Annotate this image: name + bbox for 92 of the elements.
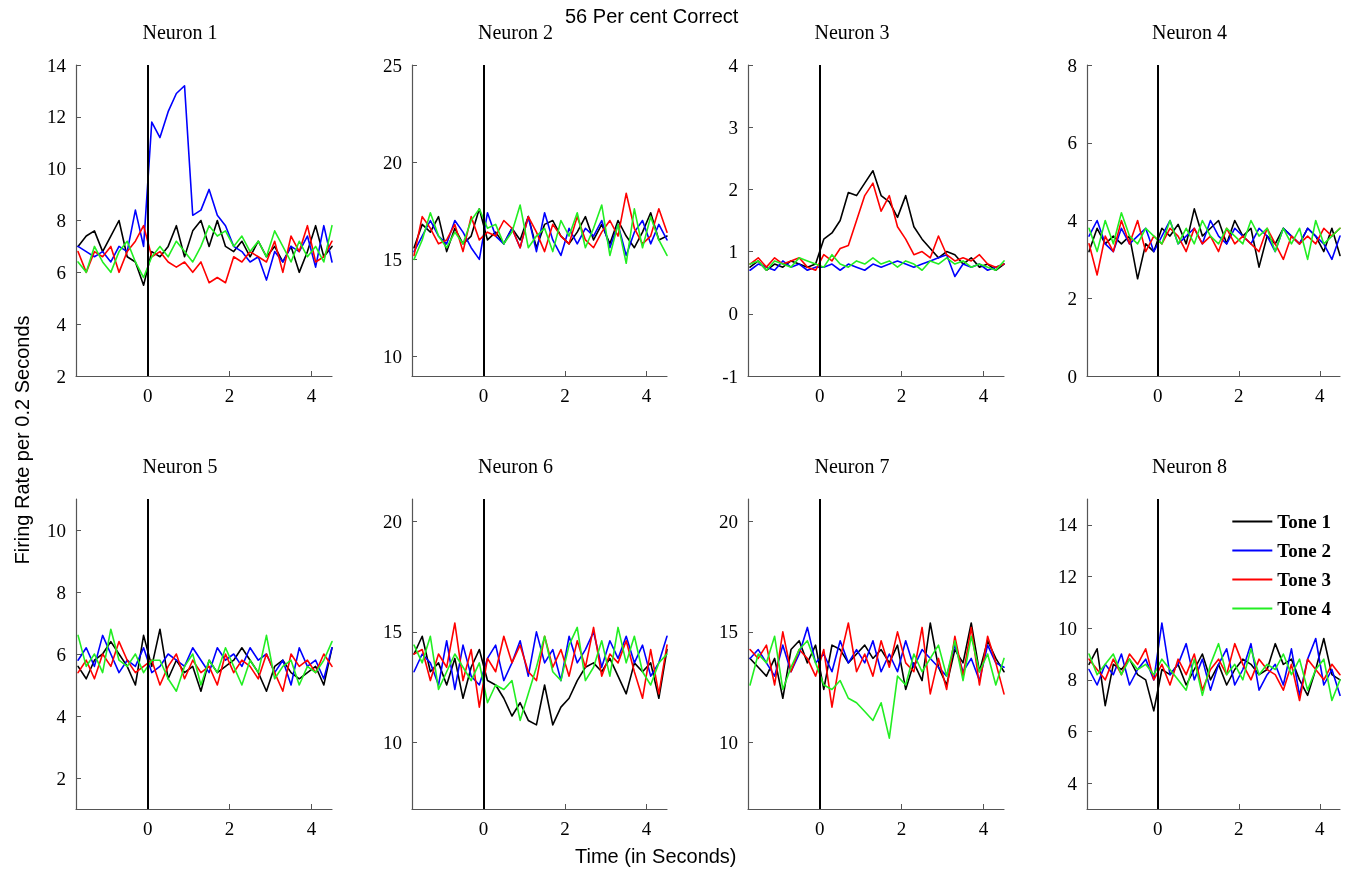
- chart-title: Neuron 3: [814, 21, 890, 43]
- x-tick-label: 2: [224, 385, 235, 406]
- x-tick-label: 2: [1234, 385, 1244, 406]
- y-tick-label: 10: [47, 519, 66, 541]
- line-series: [1088, 211, 1341, 261]
- y-tick-label: 4: [1067, 210, 1078, 231]
- line-series: [413, 204, 668, 265]
- chart-title: Neuron 1: [142, 21, 218, 43]
- y-tick-label: 20: [383, 510, 402, 532]
- legend-label: Tone 4: [1277, 598, 1332, 619]
- y-axis-title: Firing Rate per 0.2 Seconds: [10, 315, 34, 565]
- y-tick-label: 15: [383, 621, 402, 643]
- x-tick-label: 4: [1315, 818, 1326, 839]
- y-tick-label: 4: [1067, 772, 1078, 794]
- legend-label: Tone 3: [1277, 569, 1332, 590]
- chart-title: Neuron 5: [142, 455, 218, 477]
- y-tick-label: 2: [56, 365, 66, 387]
- y-tick-label: 6: [56, 261, 66, 283]
- y-tick-label: 10: [1058, 617, 1077, 639]
- x-tick-label: 4: [306, 818, 317, 839]
- y-tick-label: 2: [56, 767, 66, 789]
- y-tick-label: 8: [1067, 54, 1077, 76]
- y-tick-label: 8: [1067, 669, 1077, 691]
- chart-title: Neuron 4: [1152, 21, 1227, 43]
- y-tick-label: 2: [1067, 287, 1077, 309]
- x-tick-label: 4: [641, 385, 652, 406]
- legend-label: Tone 2: [1277, 540, 1332, 561]
- x-tick-label: 4: [306, 385, 317, 406]
- y-tick-label: 2: [728, 178, 738, 200]
- x-tick-label: 2: [1234, 818, 1244, 839]
- y-tick-label: 1: [728, 241, 738, 263]
- x-tick-label: 2: [224, 818, 235, 839]
- line-series: [413, 631, 668, 691]
- y-tick-label: 4: [56, 705, 67, 727]
- y-tick-label: 8: [56, 581, 66, 603]
- x-tick-label: 0: [814, 818, 825, 839]
- y-tick-label: -1: [722, 365, 738, 387]
- y-tick-label: 3: [728, 116, 738, 138]
- y-tick-label: 8: [56, 210, 66, 231]
- text: 56 Per cent Correct: [565, 5, 739, 28]
- y-tick-label: 10: [719, 732, 738, 754]
- x-tick-label: 4: [978, 818, 989, 839]
- line-series: [413, 622, 668, 708]
- y-tick-label: 15: [383, 248, 402, 270]
- chart-title: Neuron 2: [478, 21, 553, 43]
- x-axis-title: Time (in Seconds): [575, 845, 737, 868]
- y-tick-label: 6: [56, 643, 66, 665]
- y-tick-label: 6: [1067, 132, 1077, 154]
- x-tick-label: 4: [641, 818, 652, 839]
- line-series: [1088, 622, 1341, 697]
- x-tick-label: 2: [896, 385, 907, 406]
- y-tick-label: 20: [383, 151, 402, 173]
- line-series: [77, 634, 333, 686]
- x-tick-label: 0: [478, 385, 489, 406]
- y-tick-label: 25: [383, 54, 402, 76]
- x-tick-label: 0: [478, 818, 489, 839]
- line-series: [77, 640, 333, 692]
- y-tick-label: 4: [728, 54, 739, 76]
- y-tick-label: 4: [56, 313, 67, 335]
- y-tick-label: 10: [383, 346, 402, 368]
- line-series: [749, 635, 1005, 739]
- line-series: [77, 84, 333, 281]
- x-tick-label: 4: [978, 385, 989, 406]
- chart-title: Neuron 6: [478, 455, 553, 477]
- x-tick-label: 2: [560, 818, 570, 839]
- y-tick-label: 15: [719, 621, 738, 643]
- y-tick-label: 12: [1058, 566, 1077, 587]
- y-tick-label: 12: [47, 106, 66, 128]
- y-tick-label: 10: [383, 732, 402, 754]
- y-tick-label: 10: [47, 158, 66, 180]
- y-tick-label: 6: [1067, 721, 1077, 742]
- chart-title: Neuron 8: [1152, 455, 1227, 477]
- line-series: [749, 626, 1005, 682]
- line-series: [749, 253, 1005, 272]
- y-tick-label: 0: [1067, 365, 1077, 387]
- x-tick-label: 0: [142, 818, 153, 839]
- x-tick-label: 0: [1153, 818, 1163, 839]
- x-tick-label: 4: [1315, 385, 1326, 406]
- y-tick-label: 20: [719, 510, 738, 532]
- x-tick-label: 0: [814, 385, 825, 406]
- line-series: [413, 211, 668, 261]
- line-series: [413, 192, 668, 257]
- y-tick-label: 0: [728, 303, 738, 325]
- x-tick-label: 2: [560, 385, 570, 406]
- line-series: [1088, 642, 1341, 702]
- x-tick-label: 0: [1153, 385, 1163, 406]
- chart-title: Neuron 7: [814, 455, 890, 477]
- y-tick-label: 14: [47, 54, 67, 76]
- x-tick-label: 2: [896, 818, 907, 839]
- legend-label: Tone 1: [1277, 511, 1332, 532]
- x-tick-label: 0: [142, 385, 153, 406]
- y-tick-label: 14: [1058, 514, 1078, 536]
